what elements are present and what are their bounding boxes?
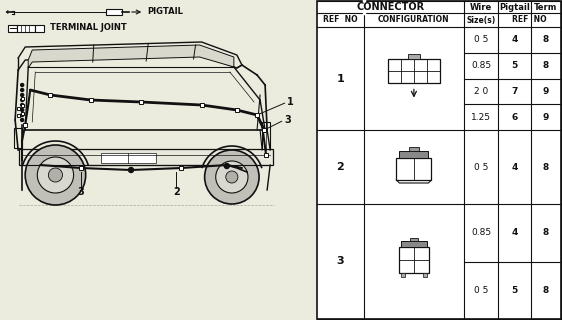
Text: REF  NO: REF NO — [323, 15, 357, 25]
Text: CONNECTOR: CONNECTOR — [356, 2, 424, 12]
Circle shape — [226, 171, 238, 183]
Text: 3: 3 — [284, 115, 291, 125]
Bar — [235, 108, 239, 112]
Text: 7: 7 — [511, 87, 518, 96]
Text: 6: 6 — [511, 113, 518, 122]
Text: 8: 8 — [543, 36, 549, 44]
Text: 1: 1 — [337, 74, 345, 84]
Bar — [17, 25, 35, 31]
Text: 0.85: 0.85 — [471, 61, 491, 70]
Bar — [35, 25, 44, 31]
Polygon shape — [28, 45, 234, 68]
Text: 0 5: 0 5 — [474, 163, 488, 172]
Circle shape — [21, 108, 24, 111]
Bar — [408, 53, 420, 59]
Bar — [19, 149, 273, 165]
Text: Term: Term — [534, 3, 558, 12]
Bar — [14, 128, 22, 148]
Circle shape — [21, 99, 24, 101]
Text: 8: 8 — [543, 163, 549, 172]
Circle shape — [21, 89, 24, 92]
Text: 4: 4 — [511, 36, 518, 44]
Bar — [48, 93, 52, 97]
Text: Pigtail: Pigtail — [499, 3, 530, 12]
Text: 0 5: 0 5 — [474, 286, 488, 295]
Circle shape — [129, 167, 134, 172]
Bar — [262, 122, 270, 150]
Circle shape — [216, 161, 248, 193]
Bar — [8, 25, 17, 31]
Circle shape — [21, 93, 24, 97]
Bar — [255, 113, 259, 117]
Text: 5: 5 — [511, 286, 518, 295]
Text: 1: 1 — [287, 97, 294, 107]
Polygon shape — [6, 11, 8, 13]
Circle shape — [21, 118, 24, 122]
Bar — [21, 103, 24, 107]
Bar — [89, 98, 93, 102]
Bar — [423, 273, 427, 276]
Text: 2: 2 — [173, 187, 180, 197]
Text: 9: 9 — [543, 113, 549, 122]
Bar — [17, 107, 20, 109]
Text: Size(s): Size(s) — [466, 15, 496, 25]
Bar — [17, 114, 20, 116]
Circle shape — [205, 150, 259, 204]
Bar — [396, 158, 432, 180]
Bar — [106, 9, 122, 15]
Text: 4: 4 — [511, 163, 518, 172]
Circle shape — [21, 103, 24, 107]
Text: 9: 9 — [543, 87, 549, 96]
Bar — [21, 97, 24, 100]
Circle shape — [37, 157, 74, 193]
Bar — [401, 241, 427, 246]
Bar — [399, 246, 429, 273]
Circle shape — [224, 164, 229, 169]
Text: REF  NO: REF NO — [512, 15, 547, 25]
Circle shape — [48, 168, 62, 182]
Text: 8: 8 — [543, 61, 549, 70]
Text: 2 0: 2 0 — [474, 87, 488, 96]
Bar — [400, 151, 428, 158]
Bar — [262, 128, 266, 132]
Bar — [79, 166, 83, 170]
Bar — [388, 59, 440, 83]
Text: CONFIGURATION: CONFIGURATION — [378, 15, 450, 25]
Text: 2: 2 — [337, 162, 345, 172]
Bar — [200, 103, 203, 107]
Bar — [139, 100, 143, 104]
Circle shape — [21, 114, 24, 116]
Text: 4: 4 — [511, 228, 518, 237]
Text: 5: 5 — [511, 61, 518, 70]
Bar — [264, 153, 268, 157]
Text: 0 5: 0 5 — [474, 36, 488, 44]
Text: PIGTAIL: PIGTAIL — [147, 7, 183, 17]
Circle shape — [25, 145, 85, 205]
Bar — [179, 166, 183, 170]
Text: 3: 3 — [77, 187, 84, 197]
Text: 1.25: 1.25 — [471, 113, 491, 122]
Bar — [101, 153, 156, 163]
Bar — [401, 273, 405, 276]
Bar — [23, 123, 27, 127]
Text: 8: 8 — [543, 286, 549, 295]
Bar — [410, 237, 418, 241]
Text: 3: 3 — [337, 257, 344, 267]
Circle shape — [21, 84, 24, 86]
Bar — [409, 147, 419, 151]
Bar — [21, 111, 24, 115]
Text: Wire: Wire — [470, 3, 492, 12]
Text: TERMINAL JOINT: TERMINAL JOINT — [51, 23, 127, 33]
Text: 0.85: 0.85 — [471, 228, 491, 237]
Text: 8: 8 — [543, 228, 549, 237]
